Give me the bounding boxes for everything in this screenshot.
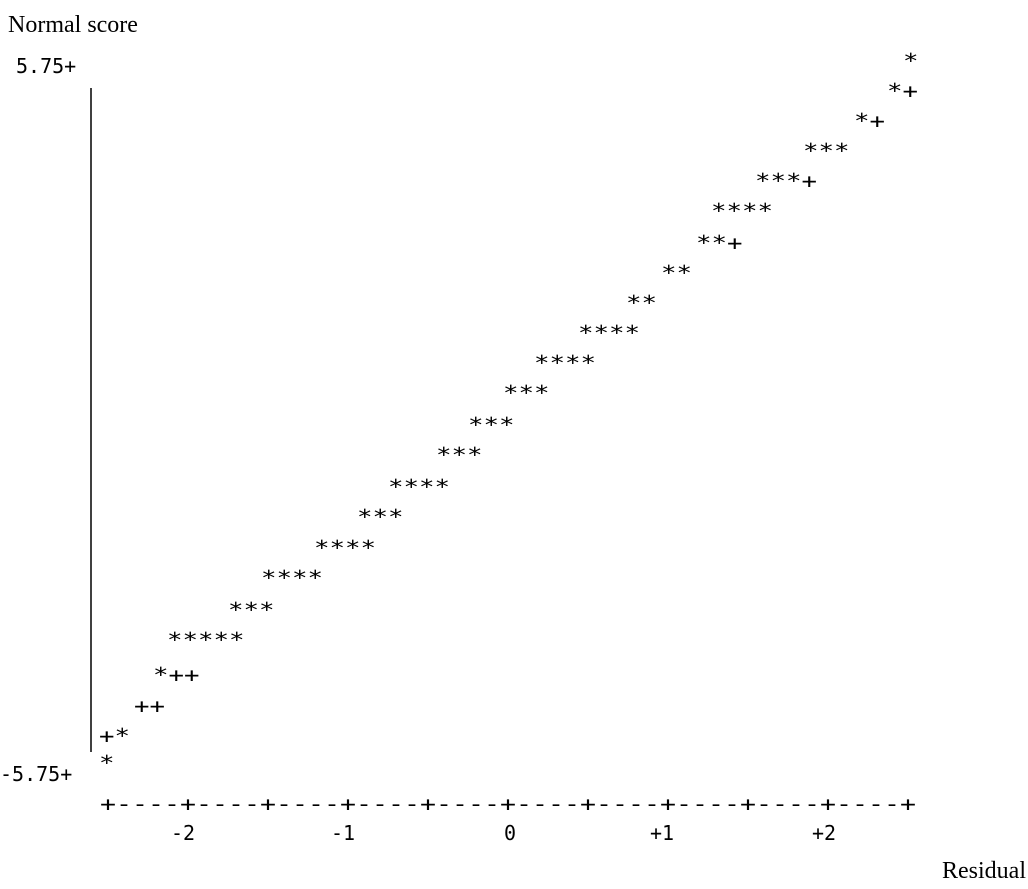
plot-row-15: **** bbox=[388, 475, 450, 499]
plot-row-5: ***+ bbox=[755, 169, 817, 193]
plot-row-22: ++ bbox=[134, 694, 165, 718]
plot-row-3: *+ bbox=[854, 109, 885, 133]
plot-row-18: **** bbox=[261, 566, 323, 590]
plot-row-16: *** bbox=[357, 505, 404, 529]
plot-row-14: *** bbox=[436, 443, 483, 467]
plot-row-8: ** bbox=[661, 261, 692, 285]
plot-row-20: ***** bbox=[167, 628, 245, 652]
x-tick-label: +2 bbox=[812, 821, 836, 845]
x-tick-label: 0 bbox=[504, 821, 516, 845]
x-tick-label: -2 bbox=[171, 821, 195, 845]
plot-row-13: *** bbox=[468, 413, 515, 437]
x-axis-title: Residual bbox=[942, 858, 1026, 884]
plot-row-19: *** bbox=[228, 598, 275, 622]
plot-row-2: *+ bbox=[887, 79, 918, 103]
plot-row-10: **** bbox=[578, 321, 640, 345]
plot-row-4: *** bbox=[803, 139, 850, 163]
plot-row-6: **** bbox=[711, 199, 773, 223]
plot-row-7: **+ bbox=[696, 231, 743, 255]
plot-row-23: +* bbox=[99, 724, 130, 748]
plot-row-17: **** bbox=[314, 536, 376, 560]
plot-row-1: * bbox=[903, 49, 919, 73]
plot-row-9: ** bbox=[626, 291, 657, 315]
plot-row-21: *++ bbox=[153, 663, 200, 687]
x-tick-labels: -2 -1 0 +1 +2 bbox=[171, 821, 836, 845]
plot-row-12: *** bbox=[503, 381, 550, 405]
plot-row-24: * bbox=[99, 751, 115, 775]
y-tick-top: 5.75+ bbox=[16, 54, 76, 78]
x-tick-label: +1 bbox=[650, 821, 674, 845]
x-axis-ticks-line: +----+----+----+----+----+----+----+----… bbox=[100, 792, 916, 816]
plot-symbols: **+*+******+******+*********************… bbox=[99, 49, 919, 775]
x-tick-label: -1 bbox=[331, 821, 355, 845]
y-tick-bottom: -5.75+ bbox=[0, 762, 72, 786]
plot-row-11: **** bbox=[534, 351, 596, 375]
y-axis-title: Normal score bbox=[8, 12, 138, 38]
